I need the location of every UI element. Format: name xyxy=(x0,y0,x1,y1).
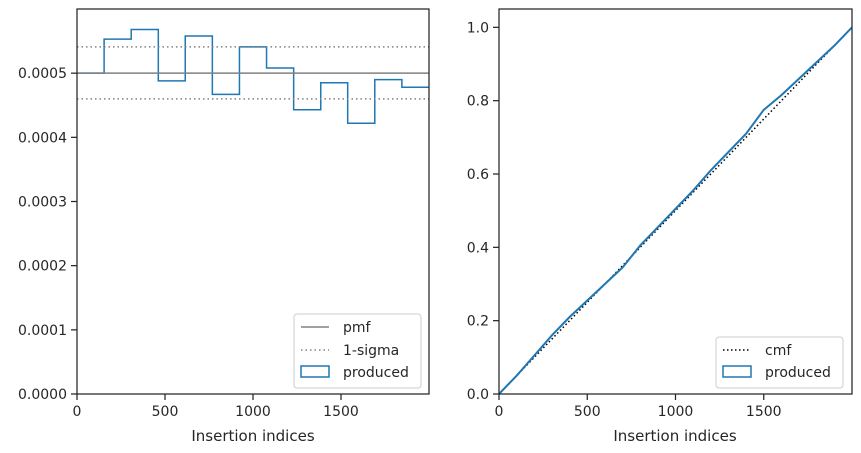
pmf-x-tick-label: 1500 xyxy=(323,404,359,420)
cmf-x-axis-label: Insertion indices xyxy=(613,427,736,445)
cmf-y-tick-label: 1.0 xyxy=(467,20,489,36)
cmf-y-tick-label: 0.2 xyxy=(467,314,489,330)
pmf-y-ticks: 0.0000 0.0001 0.0002 0.0003 0.0004 0.0005 xyxy=(18,66,77,403)
produced-cumulative-line xyxy=(499,26,852,394)
cmf-y-ticks: 0.0 0.2 0.4 0.6 0.8 1.0 xyxy=(467,20,499,403)
cmf-y-tick-label: 0.0 xyxy=(467,387,489,403)
pmf-legend-label-pmf: pmf xyxy=(343,320,372,336)
pmf-series-group xyxy=(77,28,429,124)
cmf-y-tick-label: 0.4 xyxy=(467,240,489,256)
cmf-legend-marker-produced xyxy=(722,365,752,378)
pmf-legend-box xyxy=(293,313,422,389)
cmf-x-tick-label: 1500 xyxy=(746,404,782,420)
pmf-y-tick-label: 0.0004 xyxy=(18,130,67,146)
cmf-panel: 0 500 1000 1500 0.0 0.2 0.4 0.6 0.8 1.0 Insertio… xyxy=(467,8,853,445)
cmf-legend-label-cmf: cmf xyxy=(765,343,792,359)
cmf-y-tick-label: 0.8 xyxy=(467,94,489,110)
pmf-y-tick-label: 0.0000 xyxy=(18,387,67,403)
pmf-y-tick-label: 0.0005 xyxy=(18,66,67,82)
pmf-x-ticks: 0 500 1000 1500 xyxy=(73,394,359,420)
cmf-reference-line xyxy=(499,26,852,394)
pmf-x-tick-label: 1000 xyxy=(235,404,271,420)
cmf-legend: cmf produced xyxy=(715,336,844,389)
pmf-plot-content xyxy=(77,28,429,124)
cmf-y-tick-label: 0.6 xyxy=(467,167,489,183)
cmf-x-tick-label: 1000 xyxy=(658,404,694,420)
pmf-legend-label-produced: produced xyxy=(343,365,409,381)
pmf-x-axis-label: Insertion indices xyxy=(191,427,314,445)
pmf-y-tick-label: 0.0001 xyxy=(18,323,67,339)
cmf-x-ticks: 0 500 1000 1500 xyxy=(495,394,782,420)
cmf-series-group xyxy=(499,26,852,394)
pmf-histogram-panel: 0 500 1000 1500 0.00000.00010.00020.00030.0… xyxy=(18,8,430,445)
pmf-legend-label-1-sigma: 1-sigma xyxy=(343,343,399,359)
pmf-legend: pmf 1-sigma produced xyxy=(293,313,422,389)
pmf-x-tick-label: 500 xyxy=(152,404,179,420)
pmf-legend-marker-produced xyxy=(300,365,330,378)
pmf-y-tick-label: 0.0003 xyxy=(18,195,67,211)
cmf-plot-content xyxy=(499,26,852,394)
cmf-legend-label-produced: produced xyxy=(765,365,831,381)
pmf-y-tick-label: 0.0002 xyxy=(18,259,67,275)
pmf-x-tick-label: 0 xyxy=(73,404,82,420)
cmf-x-tick-label: 500 xyxy=(574,404,601,420)
cmf-x-tick-label: 0 xyxy=(495,404,504,420)
